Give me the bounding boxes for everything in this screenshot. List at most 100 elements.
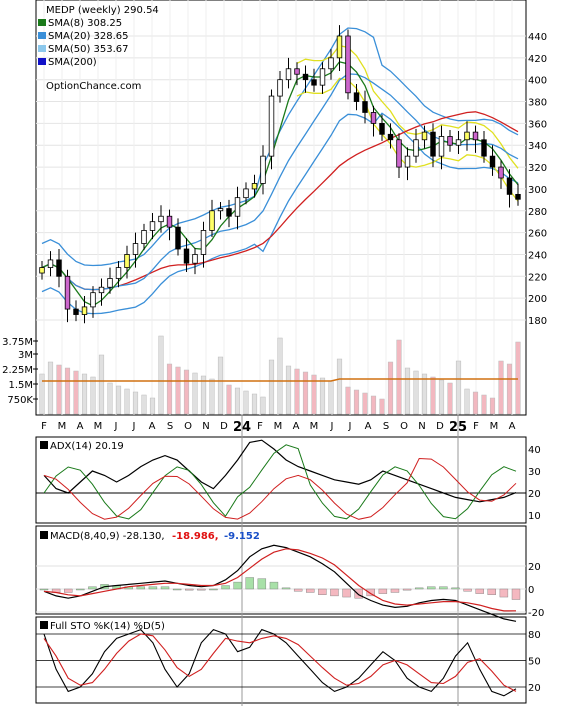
adx-tick-label: 30 bbox=[528, 467, 541, 478]
volume-bar bbox=[98, 354, 105, 415]
candle-body bbox=[226, 208, 232, 217]
legend-label: SMA(8) 308.25 bbox=[48, 18, 122, 29]
macd-line bbox=[43, 544, 517, 622]
adx-title: ADX(14) 20.19 bbox=[40, 441, 124, 452]
legend-label: SMA(50) 353.67 bbox=[48, 44, 129, 55]
volume-bar bbox=[90, 376, 96, 415]
macd-hist-bar bbox=[378, 588, 388, 594]
macd-hist-bar bbox=[293, 588, 303, 592]
candle-body bbox=[515, 193, 521, 200]
legend-swatch bbox=[38, 19, 46, 26]
volume-bar bbox=[277, 337, 283, 415]
x-axis-label: 25 bbox=[449, 420, 467, 435]
x-axis-label: F bbox=[257, 421, 263, 432]
candle-body bbox=[311, 79, 317, 86]
volume-bars bbox=[39, 335, 521, 415]
x-axis-label: 24 bbox=[233, 420, 251, 435]
candle-body bbox=[166, 215, 173, 228]
volume-bar bbox=[39, 373, 45, 415]
stochastic-d-line bbox=[43, 633, 517, 692]
price-tick-label: 220 bbox=[528, 272, 547, 283]
price-tick-label: 200 bbox=[528, 294, 547, 305]
macd-hist-bar bbox=[511, 588, 521, 600]
candle-body bbox=[353, 92, 360, 102]
candle-body bbox=[192, 254, 198, 264]
candle-body bbox=[175, 226, 181, 250]
di-minus-line bbox=[43, 457, 517, 520]
volume-bar bbox=[396, 339, 402, 415]
x-axis-label: O bbox=[184, 421, 192, 432]
di-plus-line bbox=[43, 444, 517, 520]
sma8-line bbox=[41, 61, 519, 307]
volume-bar bbox=[192, 372, 198, 415]
candle-body bbox=[370, 112, 377, 124]
candle-body bbox=[132, 243, 139, 255]
candle-body bbox=[413, 139, 419, 157]
x-axis-label: M bbox=[274, 421, 283, 432]
sto-grid: 80 50 20 bbox=[36, 630, 541, 694]
sto-tick-label: 80 bbox=[528, 630, 541, 641]
macd-hist-bar bbox=[209, 588, 218, 591]
price-tick-label: 420 bbox=[528, 54, 547, 65]
volume-bar bbox=[506, 363, 513, 415]
adx-panel-frame bbox=[35, 436, 527, 524]
macd-hist-bar bbox=[499, 588, 509, 598]
macd-hist-bar bbox=[487, 588, 496, 595]
macd-title-text: MACD(8,40,9) -28.130, bbox=[50, 531, 165, 542]
candle-body bbox=[251, 183, 258, 190]
volume-bar bbox=[141, 394, 147, 415]
candle-body bbox=[464, 131, 470, 141]
volume-bar bbox=[498, 360, 504, 415]
price-legend: MEDP (weekly) 290.54 SMA(8) 308.25 SMA(20… bbox=[38, 5, 159, 92]
candle-body bbox=[47, 259, 54, 268]
volume-bar bbox=[132, 391, 139, 415]
volume-bar bbox=[209, 378, 215, 415]
candle-body bbox=[124, 254, 130, 268]
macd-hist-bar bbox=[197, 588, 206, 591]
macd-hist-bar bbox=[318, 588, 327, 595]
volume-bar bbox=[413, 370, 419, 415]
x-axis-label: M bbox=[94, 421, 103, 432]
price-tick-label: 360 bbox=[528, 119, 547, 130]
volume-bar bbox=[73, 370, 79, 415]
candle-body bbox=[498, 166, 504, 179]
adx-line bbox=[43, 439, 517, 503]
candle-body bbox=[455, 139, 462, 146]
candle-body bbox=[345, 35, 351, 94]
bollinger-lower-line bbox=[41, 112, 519, 315]
candle-body bbox=[336, 35, 343, 59]
x-axis-label: A bbox=[77, 421, 84, 432]
volume-bar bbox=[243, 390, 249, 415]
volume-bar bbox=[302, 371, 309, 415]
macd-hist-bar bbox=[160, 586, 170, 590]
candle-body bbox=[319, 68, 326, 86]
x-axis-label: J bbox=[114, 421, 118, 432]
stochastic-k-line bbox=[43, 628, 517, 697]
x-axis-label: N bbox=[418, 421, 425, 432]
candle-body bbox=[141, 230, 147, 244]
macd-hist-bar bbox=[245, 577, 254, 590]
volume-bar bbox=[464, 388, 470, 415]
volume-average-line bbox=[42, 378, 518, 382]
candle-body bbox=[387, 133, 394, 141]
price-tick-label: 240 bbox=[528, 250, 547, 261]
x-axis-label: F bbox=[473, 421, 479, 432]
volume-bar bbox=[285, 365, 292, 415]
macd-hist-bar bbox=[439, 586, 448, 590]
candlesticks bbox=[39, 25, 521, 324]
price-tick-label: 300 bbox=[528, 185, 547, 196]
price-tick-label: 280 bbox=[528, 207, 547, 218]
volume-tick-label: 2.25M bbox=[2, 365, 33, 376]
x-axis-label: A bbox=[293, 421, 300, 432]
volume-bar bbox=[319, 377, 326, 415]
macd-hist-bar bbox=[366, 588, 375, 597]
volume-tick-label: 3.75M bbox=[2, 337, 33, 348]
macd-hist-bar bbox=[354, 588, 363, 599]
price-y-axis: 440 420 400 380 360 340 320 300 280 260 240 220 200 1… bbox=[528, 32, 547, 327]
candle-body bbox=[107, 278, 113, 288]
volume-bar bbox=[64, 367, 71, 415]
macd-hist-bar bbox=[221, 585, 230, 590]
price-tick-label: 320 bbox=[528, 163, 547, 174]
x-axis-label: J bbox=[132, 421, 136, 432]
macd-hist-bar bbox=[136, 586, 146, 590]
